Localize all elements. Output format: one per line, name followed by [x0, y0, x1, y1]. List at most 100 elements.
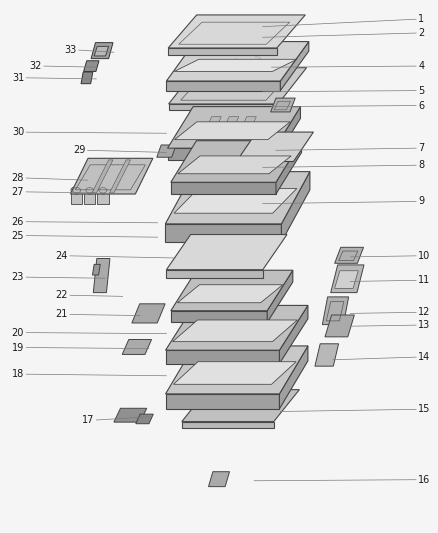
Polygon shape — [157, 145, 176, 157]
Text: 1: 1 — [418, 14, 424, 24]
Circle shape — [254, 54, 258, 58]
Polygon shape — [173, 362, 296, 384]
Polygon shape — [178, 156, 291, 174]
Polygon shape — [166, 224, 281, 242]
Polygon shape — [166, 394, 279, 409]
Circle shape — [217, 64, 221, 69]
Text: 11: 11 — [418, 276, 431, 285]
Polygon shape — [166, 81, 280, 91]
Polygon shape — [91, 43, 113, 59]
Circle shape — [234, 58, 238, 62]
Text: 20: 20 — [12, 328, 24, 337]
Ellipse shape — [71, 187, 82, 194]
Polygon shape — [71, 190, 82, 204]
Circle shape — [214, 62, 217, 66]
Polygon shape — [169, 104, 278, 110]
Text: 31: 31 — [12, 73, 24, 83]
Polygon shape — [315, 344, 339, 366]
Polygon shape — [237, 132, 313, 161]
Text: 29: 29 — [73, 146, 85, 155]
Polygon shape — [71, 158, 153, 194]
Polygon shape — [171, 141, 301, 182]
Text: 13: 13 — [418, 320, 431, 330]
Polygon shape — [275, 107, 300, 160]
Polygon shape — [166, 305, 308, 350]
Polygon shape — [167, 148, 275, 160]
Polygon shape — [234, 117, 256, 144]
Polygon shape — [114, 408, 147, 422]
Text: 33: 33 — [64, 45, 77, 55]
Text: 22: 22 — [55, 290, 68, 300]
Ellipse shape — [223, 157, 241, 170]
Text: 2: 2 — [418, 28, 424, 38]
Polygon shape — [92, 160, 113, 193]
Polygon shape — [94, 46, 109, 56]
Circle shape — [237, 60, 241, 64]
Ellipse shape — [97, 187, 109, 194]
Polygon shape — [171, 182, 276, 194]
Text: 10: 10 — [418, 251, 431, 261]
Polygon shape — [331, 265, 364, 293]
Polygon shape — [166, 42, 309, 81]
Text: 16: 16 — [418, 475, 431, 484]
Polygon shape — [166, 350, 279, 364]
Polygon shape — [166, 172, 310, 224]
Polygon shape — [174, 122, 290, 140]
Text: 6: 6 — [418, 101, 424, 110]
Text: 21: 21 — [56, 310, 68, 319]
Text: 24: 24 — [56, 251, 68, 261]
Polygon shape — [169, 68, 307, 104]
Polygon shape — [166, 270, 263, 278]
Polygon shape — [168, 48, 277, 55]
Polygon shape — [166, 235, 287, 270]
Polygon shape — [166, 346, 308, 394]
Polygon shape — [335, 271, 358, 288]
Text: 4: 4 — [418, 61, 424, 71]
Polygon shape — [171, 311, 267, 322]
Polygon shape — [216, 117, 239, 144]
Polygon shape — [122, 340, 152, 354]
Text: 27: 27 — [11, 187, 24, 197]
Polygon shape — [93, 259, 110, 293]
Circle shape — [258, 56, 261, 61]
Polygon shape — [92, 264, 100, 275]
Ellipse shape — [84, 187, 95, 194]
Text: 5: 5 — [418, 86, 424, 95]
Polygon shape — [171, 270, 293, 311]
Polygon shape — [168, 15, 305, 48]
Polygon shape — [322, 297, 349, 325]
Text: 19: 19 — [12, 343, 24, 352]
Text: 17: 17 — [82, 415, 94, 425]
Polygon shape — [281, 172, 310, 242]
Polygon shape — [208, 472, 230, 487]
Text: 28: 28 — [12, 173, 24, 183]
Text: 18: 18 — [12, 369, 24, 379]
Polygon shape — [271, 98, 295, 112]
Polygon shape — [280, 42, 309, 91]
Circle shape — [197, 68, 200, 72]
Polygon shape — [167, 107, 300, 148]
Text: 32: 32 — [29, 61, 42, 71]
Polygon shape — [110, 160, 131, 193]
Text: 7: 7 — [418, 143, 424, 153]
Polygon shape — [279, 346, 308, 409]
Polygon shape — [132, 304, 165, 323]
Polygon shape — [276, 141, 301, 194]
Polygon shape — [174, 59, 297, 71]
Polygon shape — [173, 320, 297, 342]
Text: 15: 15 — [418, 405, 431, 414]
Polygon shape — [174, 189, 297, 213]
Polygon shape — [177, 285, 283, 303]
Polygon shape — [182, 390, 299, 422]
Text: 23: 23 — [12, 272, 24, 282]
Circle shape — [275, 50, 279, 54]
Polygon shape — [335, 247, 364, 263]
Text: 30: 30 — [12, 127, 24, 137]
Polygon shape — [81, 72, 93, 84]
Polygon shape — [84, 190, 95, 204]
Text: 26: 26 — [12, 217, 24, 227]
Polygon shape — [84, 61, 99, 71]
Polygon shape — [182, 422, 274, 428]
Polygon shape — [279, 305, 308, 364]
Text: 14: 14 — [418, 352, 431, 362]
